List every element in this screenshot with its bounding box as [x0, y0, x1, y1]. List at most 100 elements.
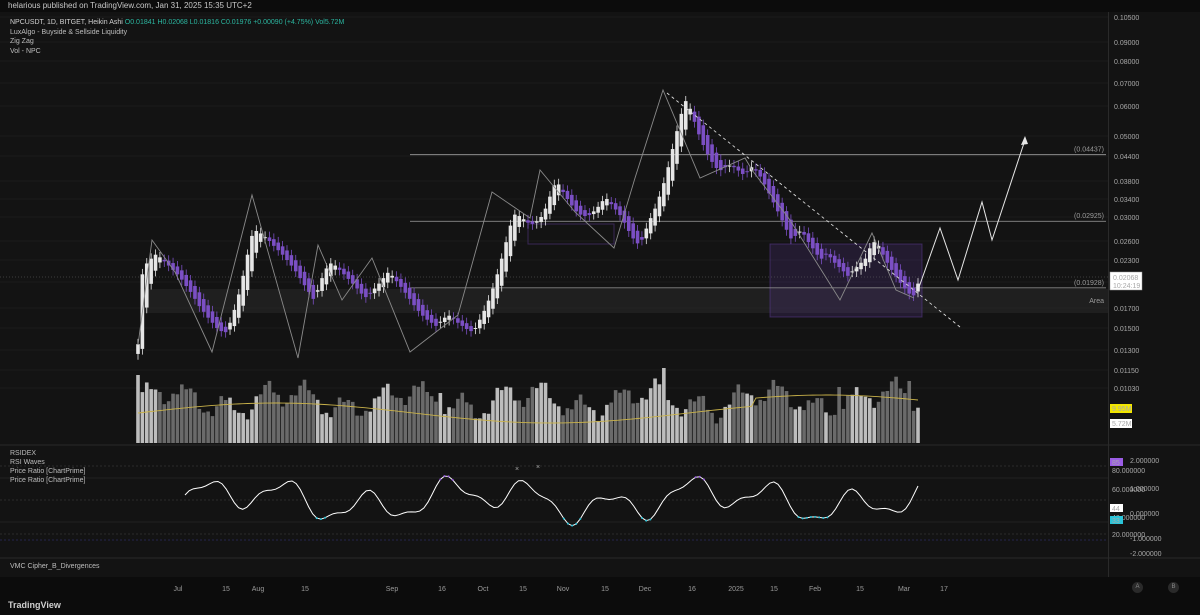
- price-tick-label: 0.10500: [1114, 15, 1139, 22]
- candle-body: [337, 267, 342, 270]
- candle-body: [232, 309, 237, 327]
- candle-body: [854, 266, 859, 272]
- candle-body: [333, 265, 337, 270]
- volume-bar: [657, 384, 662, 443]
- candle-body: [714, 152, 719, 169]
- rsi-high-dot: [443, 475, 446, 478]
- time-tick-label: 15: [601, 586, 609, 593]
- volume-bar: [438, 393, 443, 443]
- volume-bar: [504, 386, 508, 443]
- rsi-low-dot: [566, 522, 569, 525]
- candle-body: [548, 196, 552, 214]
- volume-bar: [162, 404, 167, 443]
- rsi-line: [184, 475, 919, 527]
- time-tick-label: Feb: [809, 586, 821, 593]
- price-tick-label: 0.03400: [1114, 197, 1139, 204]
- candle-body: [653, 208, 657, 226]
- volume-bar: [578, 394, 583, 443]
- price-tick-label: 0.03000: [1114, 215, 1139, 222]
- volume-bar: [771, 379, 776, 443]
- legend-indicator-2[interactable]: Zig Zag: [10, 38, 34, 45]
- volume-bar: [521, 406, 526, 443]
- legend-indicator-3[interactable]: Vol - NPC: [10, 47, 41, 55]
- candle-body: [482, 310, 486, 324]
- legend-symbol[interactable]: NPCUSDT, 1D, BITGET, Heikin Ashi: [10, 19, 123, 26]
- volume-bar: [631, 403, 635, 443]
- volume-bar: [307, 390, 311, 443]
- last-price-value: 0.02068: [1113, 275, 1138, 282]
- volume-bar: [648, 388, 653, 443]
- volume-bar: [302, 379, 307, 443]
- time-tick-label: 2025: [728, 586, 744, 593]
- price-axis[interactable]: [1108, 12, 1200, 577]
- candle-body: [609, 202, 614, 205]
- price-tick-label: 0.01500: [1114, 326, 1139, 333]
- volume-bar: [775, 385, 780, 443]
- volume-bar: [548, 398, 552, 443]
- candle-body: [241, 275, 245, 306]
- candle-body: [771, 185, 776, 203]
- volume-bar: [898, 388, 903, 443]
- candle-body: [534, 221, 539, 223]
- candle-body: [486, 300, 491, 318]
- volume-bar: [228, 397, 232, 443]
- candle-body: [793, 228, 798, 236]
- candle-body: [447, 315, 451, 320]
- candle-body: [648, 218, 653, 234]
- rsi-legend-1[interactable]: RSIDEX: [10, 450, 37, 457]
- volume-bar: [530, 386, 535, 443]
- price-tick-label: 0.07000: [1114, 81, 1139, 88]
- candle-body: [811, 237, 815, 249]
- time-tick-label: Sep: [386, 586, 399, 593]
- candle-body: [591, 211, 596, 215]
- candle-body: [587, 213, 592, 216]
- rsi-legend-3[interactable]: Price Ratio [ChartPrime]: [10, 468, 86, 475]
- candle-body: [736, 166, 741, 171]
- volume-bar: [889, 381, 894, 443]
- volume-bar: [749, 395, 754, 443]
- legend-indicator-1[interactable]: LuxAlgo - Buyside & Sellside Liquidity: [10, 28, 128, 36]
- candle-body: [797, 231, 802, 233]
- vmc-legend[interactable]: VMC Cipher_B_Divergences: [10, 563, 100, 570]
- volume-bar: [802, 410, 806, 443]
- volume-bar: [767, 389, 771, 443]
- candle-body: [280, 246, 285, 255]
- volume-bar: [250, 409, 254, 443]
- candle-body: [276, 242, 281, 251]
- rsi-low-dot: [649, 518, 652, 521]
- price-tick-label: 0.01150: [1114, 368, 1139, 375]
- level-label: (0.01928): [1074, 280, 1104, 287]
- candle-body: [302, 271, 307, 286]
- volume-bar: [491, 400, 495, 443]
- rsi-low-dot: [575, 522, 578, 525]
- volume-bar: [429, 396, 434, 443]
- candle-body: [184, 274, 189, 287]
- candle-body: [144, 263, 149, 308]
- candle-body: [635, 230, 640, 244]
- candle-body: [697, 116, 701, 135]
- rsi-high-dot: [447, 475, 450, 478]
- log-scale-button[interactable]: B: [1168, 582, 1179, 593]
- candle-body: [368, 292, 373, 294]
- volume-bar: [556, 406, 561, 443]
- volume-bar: [482, 413, 486, 443]
- candle-body: [355, 279, 359, 289]
- volume-bar: [254, 396, 259, 443]
- candle-body: [201, 299, 206, 312]
- volume-bar: [539, 382, 543, 443]
- auto-scale-button[interactable]: A: [1132, 582, 1143, 593]
- volume-bar: [206, 411, 210, 443]
- rsi-legend-4[interactable]: Price Ratio [ChartPrime]: [10, 477, 86, 484]
- rsi-left-tick: 40.000000: [1112, 515, 1145, 522]
- candle-body: [903, 276, 907, 289]
- volume-bar: [144, 382, 149, 443]
- candle-body: [171, 263, 175, 270]
- volume-bar: [456, 398, 460, 443]
- rsi-legend-2[interactable]: RSI Waves: [10, 459, 45, 466]
- volume-bar: [381, 387, 386, 443]
- candle-body: [683, 101, 688, 130]
- volume-bar: [285, 403, 289, 443]
- volume-bar: [188, 388, 193, 443]
- candle-body: [894, 263, 898, 277]
